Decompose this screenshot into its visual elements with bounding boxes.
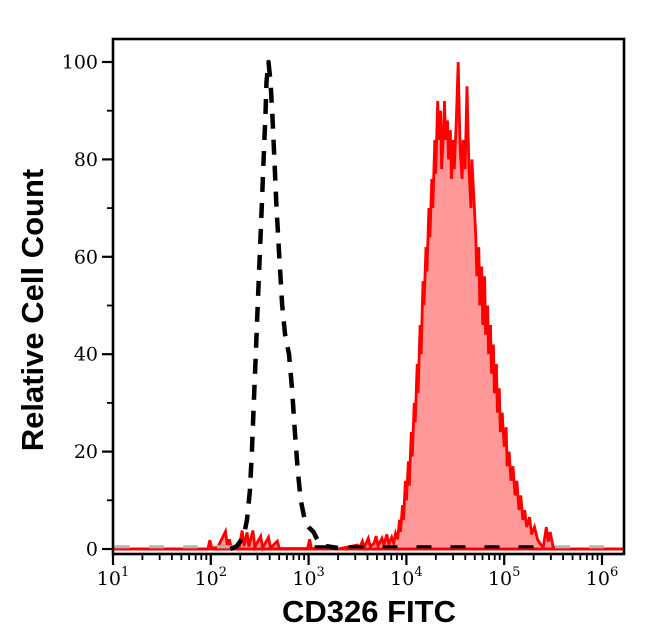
y-tick-label: 80 bbox=[74, 149, 98, 171]
positive-histogram-curve bbox=[113, 61, 624, 553]
x-tick-label: 103 bbox=[292, 565, 324, 590]
negative-control-curve bbox=[229, 59, 339, 552]
x-tick-label: 105 bbox=[488, 565, 520, 590]
x-tick-label: 104 bbox=[390, 565, 422, 590]
x-tick-label: 102 bbox=[195, 565, 227, 590]
y-tick-label: 20 bbox=[74, 441, 98, 463]
y-tick-label: 40 bbox=[74, 344, 98, 366]
x-tick-label: 106 bbox=[586, 565, 618, 590]
y-tick-label: 60 bbox=[74, 246, 98, 268]
x-tick-label: 101 bbox=[97, 565, 129, 590]
x-axis-title: CD326 FITC bbox=[282, 594, 456, 629]
y-tick-label: 100 bbox=[62, 52, 98, 74]
y-axis-title: Relative Cell Count bbox=[15, 168, 50, 452]
y-tick-label: 0 bbox=[86, 539, 98, 561]
plot-frame bbox=[111, 37, 626, 556]
